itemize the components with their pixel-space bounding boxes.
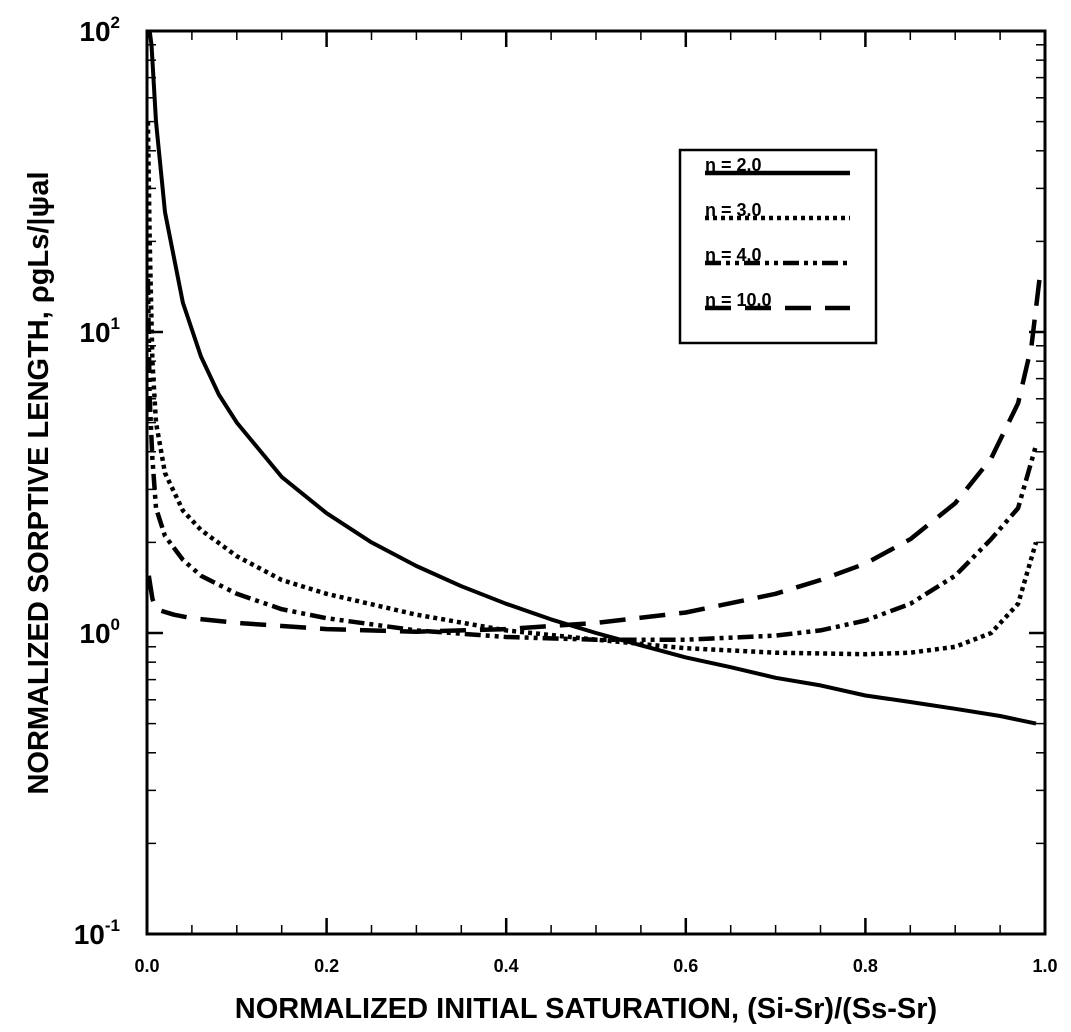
legend-entries: n = 2.0 n = 3.0 n = 4.0 n = 10.0 xyxy=(705,155,850,311)
y-tick-label: 101 xyxy=(79,314,120,348)
y-tick-label: 10-1 xyxy=(74,916,120,950)
y-tick-label: 100 xyxy=(79,615,120,649)
y-tick-base: 10 xyxy=(74,919,105,950)
x-axis-title: NORMALIZED INITIAL SATURATION, (Si-Sr)/(… xyxy=(235,993,937,1025)
x-tick-label: 0.2 xyxy=(314,956,339,976)
series-line-2 xyxy=(147,121,1039,657)
series-line-1 xyxy=(147,31,1037,726)
x-tick-label: 0.4 xyxy=(494,956,519,976)
plot-frame xyxy=(145,29,1047,936)
legend: n = 2.0 n = 3.0 n = 4.0 n = 10.0 xyxy=(678,148,878,345)
x-axis-ticks: 0.0 0.2 0.4 0.6 0.8 1.0 xyxy=(134,31,1058,976)
legend-box xyxy=(678,148,878,345)
series-line-3 xyxy=(147,278,1039,642)
y-tick-exponent: 1 xyxy=(111,314,120,333)
legend-label-3: n = 4.0 xyxy=(705,245,762,265)
legend-label-4: n = 10.0 xyxy=(705,290,772,310)
y-tick-exponent: 0 xyxy=(111,615,120,634)
y-tick-exponent: -1 xyxy=(105,916,120,935)
y-axis-title: NORMALIZED SORPTIVE LENGTH, ρgLs/|ψal xyxy=(23,171,55,794)
y-tick-label: 102 xyxy=(79,13,120,47)
x-tick-label: 1.0 xyxy=(1032,956,1057,976)
series-lines xyxy=(147,31,1043,726)
x-tick-label: 0.6 xyxy=(673,956,698,976)
x-tick-label: 0.0 xyxy=(134,956,159,976)
y-tick-base: 10 xyxy=(79,16,110,47)
y-tick-base: 10 xyxy=(79,618,110,649)
legend-label-1: n = 2.0 xyxy=(705,155,762,175)
x-tick-label: 0.8 xyxy=(853,956,878,976)
legend-label-2: n = 3.0 xyxy=(705,200,762,220)
y-tick-base: 10 xyxy=(79,317,110,348)
y-tick-exponent: 2 xyxy=(111,13,120,32)
series-line-4 xyxy=(147,270,1043,634)
